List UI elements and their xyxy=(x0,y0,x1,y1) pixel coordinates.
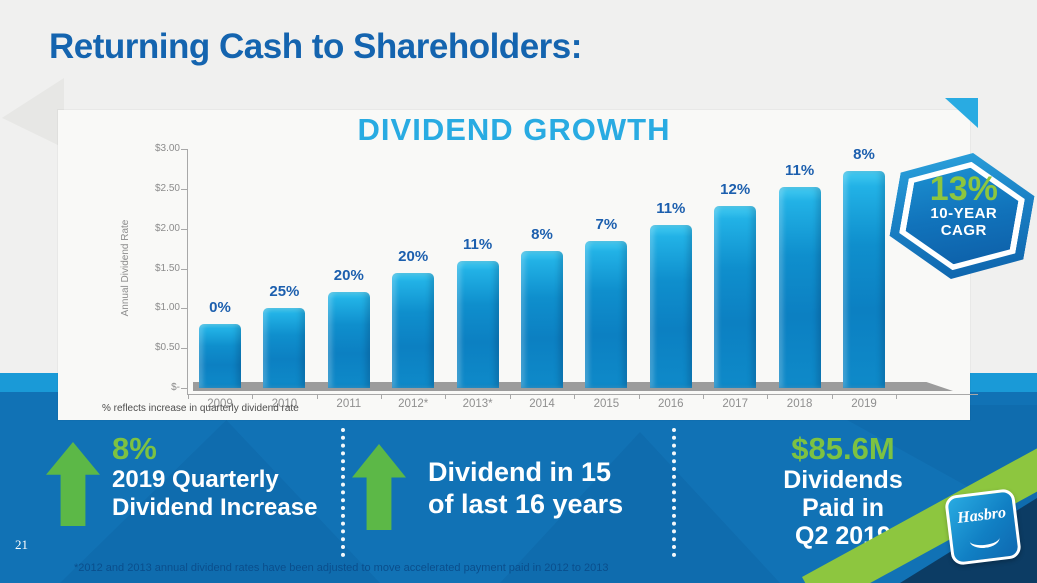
y-tick-mark xyxy=(181,228,187,230)
cagr-line1: 10-YEAR xyxy=(930,205,998,223)
dotted-divider xyxy=(672,428,676,557)
callout-line: Dividend Increase xyxy=(112,493,318,521)
hasbro-logo: Hasbro xyxy=(943,487,1023,567)
cagr-value: 13% xyxy=(929,170,998,209)
x-tick-mark xyxy=(574,394,576,399)
bar-2013 xyxy=(456,260,499,388)
x-tick-mark xyxy=(187,394,189,399)
callout-highlight: $85.6M xyxy=(791,431,895,466)
callout-line: 2019 Quarterly xyxy=(112,465,279,493)
callout-dividends-paid: $85.6M Dividends Paid in Q2 2019 xyxy=(743,431,943,549)
x-tick-label: 2017 xyxy=(722,398,748,410)
bar-label: 8% xyxy=(853,146,875,164)
x-tick-mark xyxy=(767,394,769,399)
bar-label: 12% xyxy=(720,181,751,199)
chart-title: DIVIDEND GROWTH xyxy=(357,112,671,147)
x-tick-mark xyxy=(896,394,898,399)
x-tick-mark xyxy=(509,394,511,399)
chart-floor xyxy=(193,382,953,391)
x-tick-label: 2013* xyxy=(462,398,493,410)
y-axis-line xyxy=(187,149,188,394)
bar-label: 11% xyxy=(462,235,493,253)
x-tick-mark xyxy=(381,394,382,399)
callout-dividend-years: Dividend in 15 of last 16 years xyxy=(428,456,623,521)
x-tick-mark xyxy=(703,394,704,399)
chart-footnote: % reflects increase in quarterly dividen… xyxy=(102,403,299,414)
bar-2012 xyxy=(392,273,435,388)
x-tick-mark xyxy=(445,394,447,399)
y-tick-mark xyxy=(181,268,187,270)
y-tick-mark xyxy=(181,149,187,150)
callout-line: Dividends xyxy=(783,465,903,494)
y-tick-mark xyxy=(181,188,187,190)
x-tick-label: 2011 xyxy=(336,398,362,410)
slide-footnote: *2012 and 2013 annual dividend rates hav… xyxy=(74,562,609,574)
bar-label: 0% xyxy=(209,299,231,317)
bar-label: 20% xyxy=(398,248,429,266)
left-triangle-decor xyxy=(2,78,64,148)
bar-label: 8% xyxy=(531,225,553,243)
x-tick-label: 2012* xyxy=(398,398,429,410)
x-tick-label: 2019 xyxy=(851,398,877,410)
callout-line: Paid in xyxy=(802,493,884,522)
y-tick-label: $1.50 xyxy=(154,262,180,274)
x-axis-line xyxy=(187,394,978,395)
bar-2016 xyxy=(649,225,692,388)
cagr-line2: CAGR xyxy=(940,221,987,239)
x-tick-label: 2018 xyxy=(786,398,813,410)
callout-line: Dividend in 15 xyxy=(428,457,612,487)
y-tick-mark xyxy=(181,388,187,389)
callout-dividend-increase: 8% 2019 Quarterly Dividend Increase xyxy=(112,431,318,522)
x-tick-mark xyxy=(638,394,640,399)
cagr-badge: 13% 10-YEAR CAGR xyxy=(884,141,1037,291)
y-tick-label: $1.00 xyxy=(154,302,180,314)
bar-2010 xyxy=(263,308,306,388)
x-tick-mark xyxy=(831,394,833,399)
bar-2011 xyxy=(327,292,370,388)
smile-icon xyxy=(968,529,1001,550)
y-tick-mark xyxy=(181,308,187,310)
cagr-badge-content: 13% 10-YEAR CAGR xyxy=(896,170,1032,239)
page-title: Returning Cash to Shareholders: xyxy=(49,27,582,66)
bar-label: 11% xyxy=(656,200,686,218)
x-tick-label: 2015 xyxy=(593,398,620,410)
y-tick-label: $2.50 xyxy=(154,182,180,194)
bar-2015 xyxy=(585,241,628,388)
y-tick-label: $3.00 xyxy=(154,143,180,154)
x-tick-label: 2010 xyxy=(271,398,298,410)
dotted-divider xyxy=(341,428,345,557)
x-tick-mark xyxy=(316,394,318,399)
bar-2018 xyxy=(778,187,821,388)
callout-line: of last 16 years xyxy=(428,489,624,520)
x-tick-label: 2009 xyxy=(207,398,233,410)
y-tick-label: $- xyxy=(171,382,180,393)
bar-label: 25% xyxy=(269,283,300,301)
bar-label: 11% xyxy=(784,162,815,180)
bar-2014 xyxy=(521,250,563,388)
y-tick-label: $0.50 xyxy=(154,342,180,354)
bar-2009 xyxy=(199,324,241,388)
callout-highlight: 8% xyxy=(112,431,157,466)
bar-label: 7% xyxy=(595,216,618,234)
y-tick-mark xyxy=(181,348,187,350)
hasbro-logo-text: Hasbro xyxy=(956,504,1007,528)
x-tick-mark xyxy=(252,394,254,399)
bar-2019 xyxy=(843,171,885,388)
page-number: 21 xyxy=(15,537,28,552)
bar-label: 20% xyxy=(333,267,364,285)
bar-2017 xyxy=(714,206,757,388)
y-tick-label: $2.00 xyxy=(154,222,180,234)
x-tick-label: 2016 xyxy=(658,398,684,410)
x-tick-label: 2014 xyxy=(529,398,555,410)
